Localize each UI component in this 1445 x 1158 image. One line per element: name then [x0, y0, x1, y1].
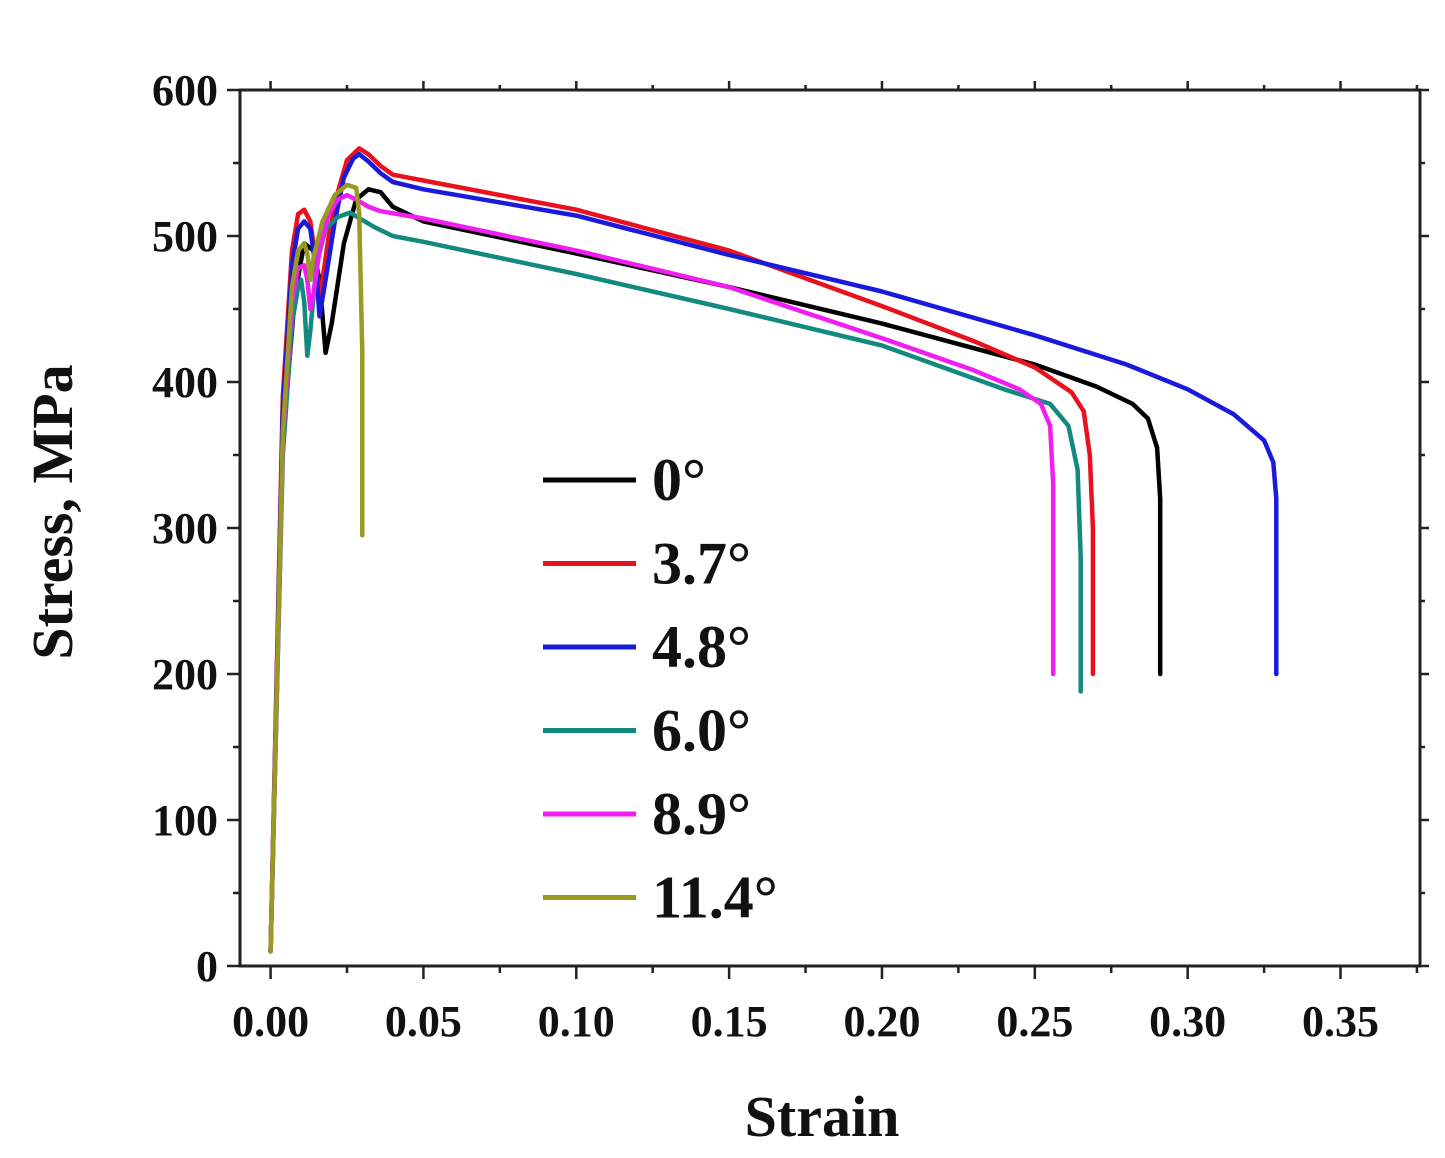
chart: 0.00 0.05 0.10 0.15 0.20 0.25 0.30 0.35 0 100 200…: [0, 0, 1445, 1158]
plot-frame: [240, 90, 1420, 966]
series-line: [271, 154, 1277, 951]
chart-svg: 0.00 0.05 0.10 0.15 0.20 0.25 0.30 0.35 0 100 200…: [0, 0, 1445, 1158]
x-tick-label: 0.00: [232, 997, 309, 1046]
legend-label: 8.9°: [652, 781, 751, 847]
legend-label: 0°: [652, 447, 706, 513]
y-tick-label: 200: [152, 650, 218, 699]
y-tick-label: 500: [152, 212, 218, 261]
series-group: [271, 148, 1277, 951]
y-tick-label: 400: [152, 358, 218, 407]
legend: 0° 3.7° 4.8° 6.0° 8.9° 11.4°: [543, 447, 778, 931]
x-tick-label: 0.20: [843, 997, 920, 1046]
x-tick-label: 0.05: [385, 997, 462, 1046]
y-tick-label: 600: [152, 66, 218, 115]
x-tick-label: 0.10: [538, 997, 615, 1046]
x-tick-label: 0.25: [996, 997, 1073, 1046]
legend-label: 4.8°: [652, 614, 751, 680]
legend-label: 11.4°: [652, 865, 778, 931]
x-axis-title: Strain: [745, 1084, 900, 1149]
y-tick-label: 0: [196, 942, 218, 991]
y-axis-title: Stress, MPa: [20, 364, 85, 659]
y-axis: 0 100 200 300 400 500 600: [152, 66, 1429, 991]
y-tick-label: 100: [152, 796, 218, 845]
x-tick-label: 0.35: [1302, 997, 1379, 1046]
x-axis: 0.00 0.05 0.10 0.15 0.20 0.25 0.30 0.35: [232, 81, 1417, 1046]
x-tick-label: 0.15: [691, 997, 768, 1046]
legend-label: 3.7°: [652, 531, 751, 597]
y-tick-label: 300: [152, 504, 218, 553]
x-tick-label: 0.30: [1149, 997, 1226, 1046]
legend-label: 6.0°: [652, 698, 751, 764]
